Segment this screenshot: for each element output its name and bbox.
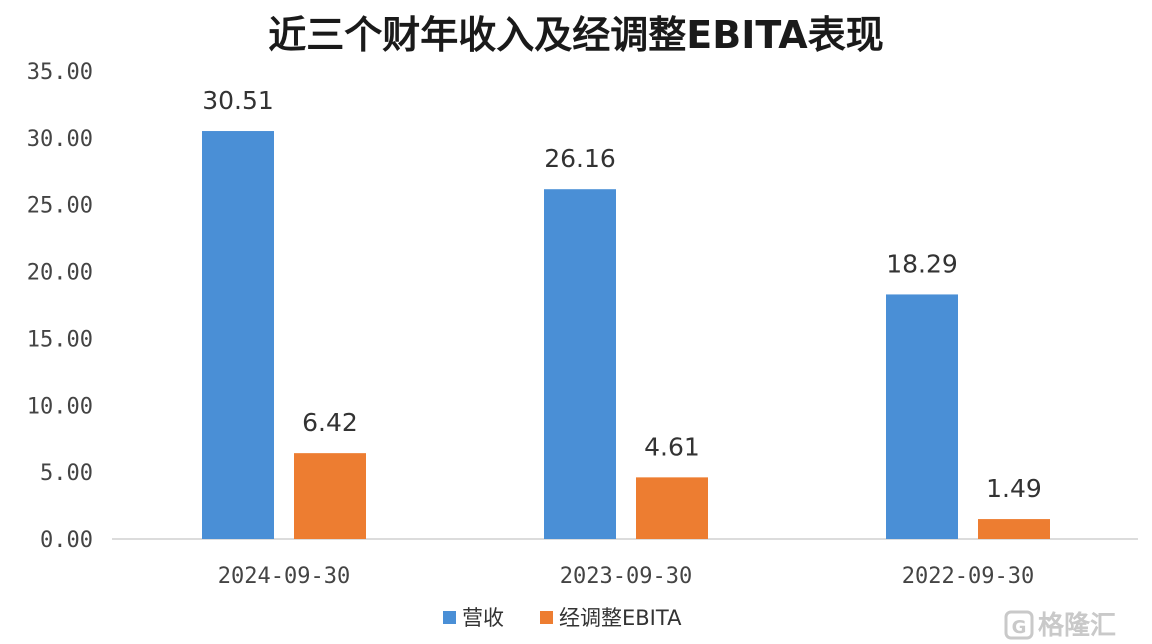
ebita-bar: [978, 519, 1050, 539]
x-axis: 2024-09-30 2023-09-30 2022-09-30: [218, 564, 1034, 589]
legend: 营收 经调整EBITA: [443, 606, 682, 630]
x-category-label: 2024-09-30: [218, 564, 350, 589]
ebita-bar: [636, 477, 708, 539]
chart-title: 近三个财年收入及经调整EBITA表现: [268, 13, 883, 57]
y-tick-label: 5.00: [40, 461, 93, 486]
ebita-data-label: 6.42: [302, 408, 358, 437]
ebita-data-label: 4.61: [644, 432, 700, 461]
watermark-text: 格隆汇: [1038, 610, 1116, 641]
ebita-bar: [294, 453, 366, 539]
y-tick-label: 15.00: [27, 327, 93, 352]
y-tick-label: 35.00: [27, 60, 93, 85]
revenue-bar: [202, 131, 274, 539]
legend-swatch-revenue: [443, 611, 456, 624]
y-tick-label: 30.00: [27, 127, 93, 152]
y-tick-label: 20.00: [27, 261, 93, 286]
y-axis: 0.00 5.00 10.00 15.00 20.00 25.00 30.00 35.00: [27, 60, 93, 553]
y-tick-label: 10.00: [27, 394, 93, 419]
bars: [202, 131, 1050, 539]
revenue-data-label: 26.16: [544, 144, 616, 173]
x-category-label: 2022-09-30: [902, 564, 1034, 589]
g-logo-icon: [1004, 610, 1034, 640]
ebita-data-label: 1.49: [986, 474, 1042, 503]
data-labels: 30.51 26.16 18.29 6.42 4.61 1.49: [202, 86, 1042, 503]
y-tick-label: 25.00: [27, 194, 93, 219]
legend-label-ebita: 经调整EBITA: [559, 606, 682, 630]
g-logo-letter: G: [1012, 617, 1027, 638]
y-tick-label: 0.00: [40, 528, 93, 553]
legend-swatch-ebita: [540, 611, 553, 624]
revenue-data-label: 30.51: [202, 86, 274, 115]
x-category-label: 2023-09-30: [560, 564, 692, 589]
legend-label-revenue: 营收: [462, 606, 504, 630]
watermark: G 格隆汇: [1004, 610, 1116, 641]
revenue-data-label: 18.29: [886, 249, 958, 278]
revenue-bar: [544, 189, 616, 539]
revenue-bar: [886, 294, 958, 539]
